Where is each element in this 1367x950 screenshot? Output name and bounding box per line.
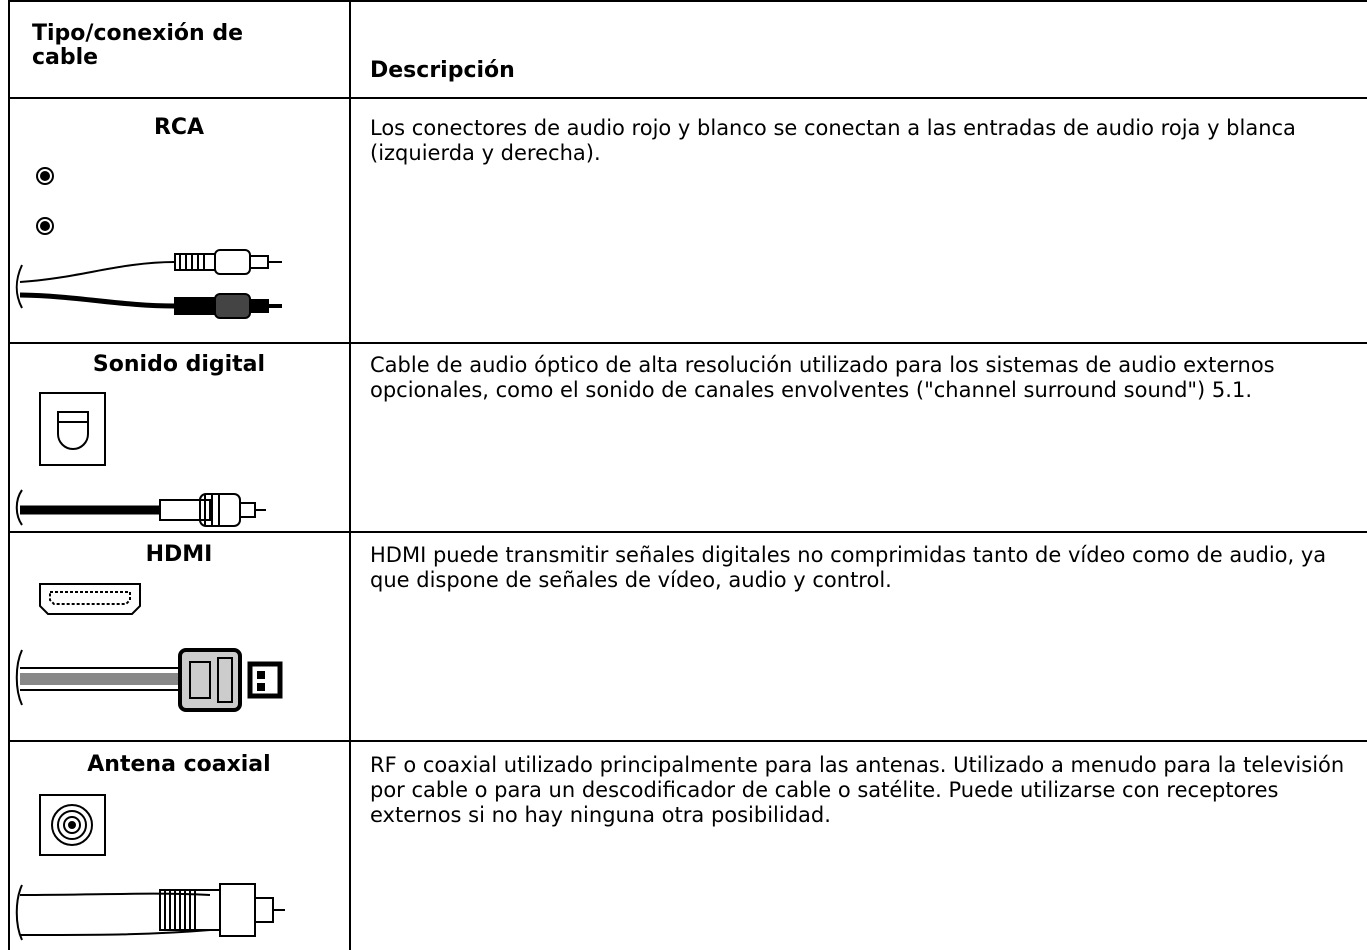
border xyxy=(8,0,1367,2)
cable-name: HDMI xyxy=(145,542,213,567)
coax-illustration xyxy=(15,794,285,941)
border xyxy=(349,2,351,950)
cable-description: Cable de audio óptico de alta resolución… xyxy=(370,353,1275,402)
cable-name: Antena coaxial xyxy=(87,752,271,777)
header-cell: Tipo/conexión de cable xyxy=(32,21,244,70)
border xyxy=(8,740,1367,742)
border xyxy=(8,531,1367,533)
optical-illustration xyxy=(15,392,266,527)
cable-name: Sonido digital xyxy=(92,352,266,377)
header-cell: Descripción xyxy=(370,58,515,83)
border xyxy=(8,2,10,950)
hdmi-illustration xyxy=(15,583,283,712)
border xyxy=(8,97,1367,99)
cable-description: RF o coaxial utilizado principalmente pa… xyxy=(370,753,1345,827)
cable-description: HDMI puede transmitir señales digitales … xyxy=(370,543,1327,592)
cable-description: Los conectores de audio rojo y blanco se… xyxy=(370,116,1296,165)
rca-illustration xyxy=(15,167,282,319)
cable-name: RCA xyxy=(153,115,205,140)
connector-illustrations xyxy=(15,167,285,941)
border xyxy=(8,342,1367,344)
